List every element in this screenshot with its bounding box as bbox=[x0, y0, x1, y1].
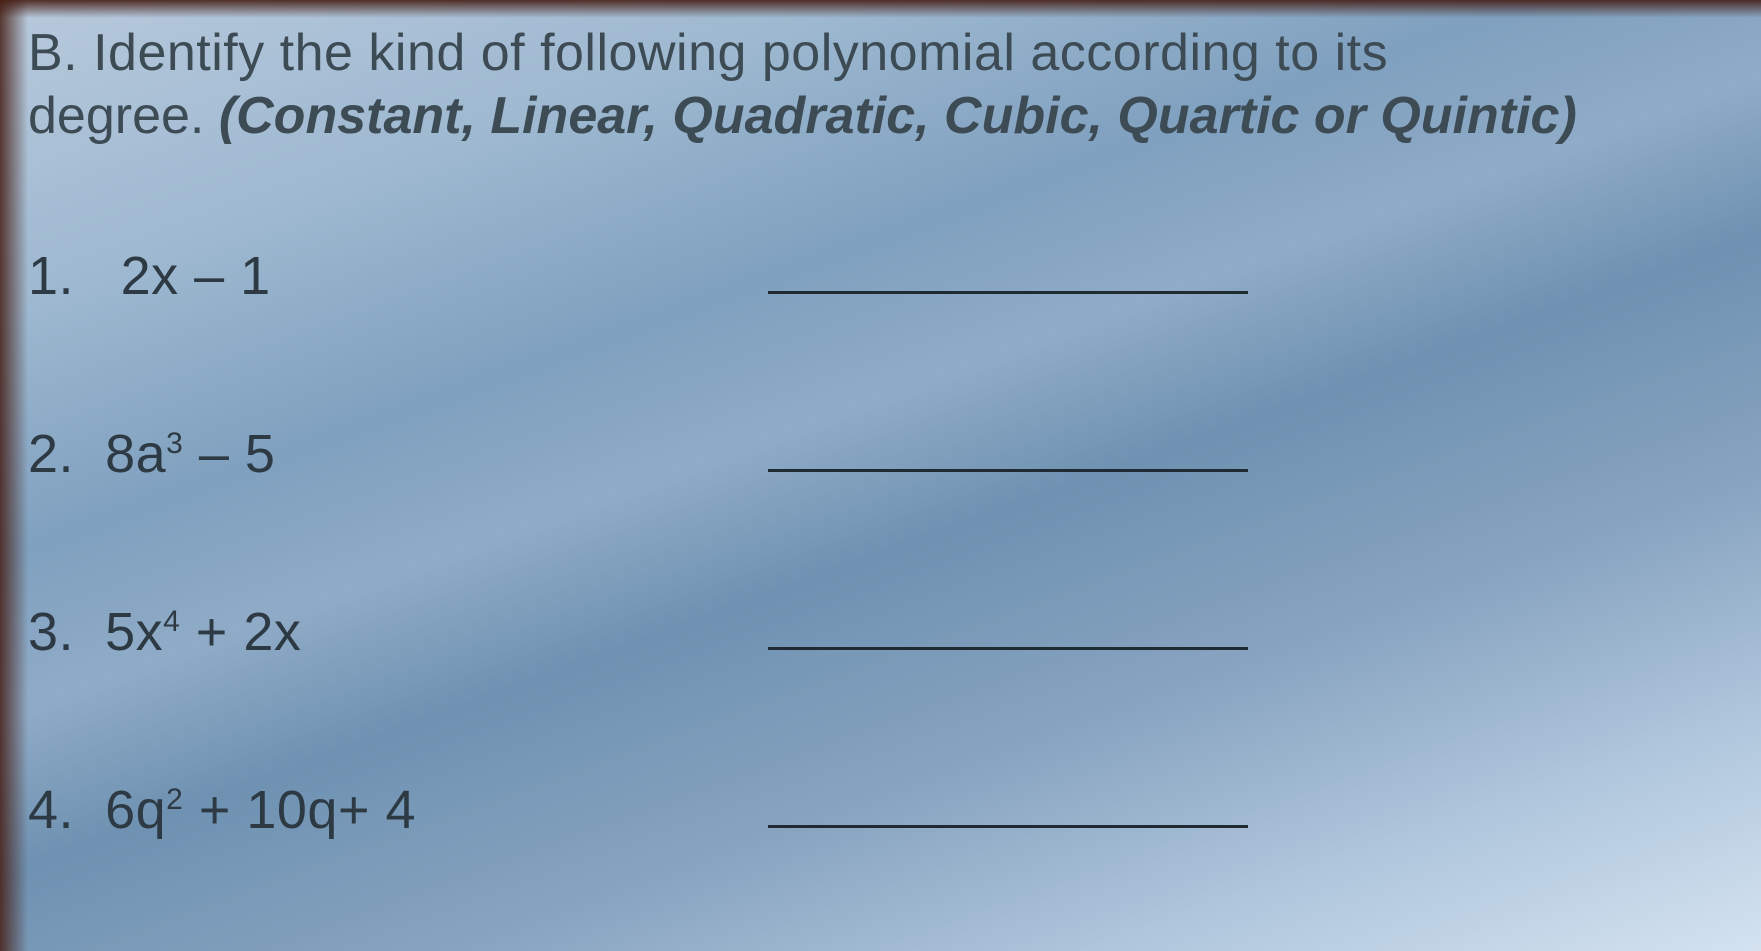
problem-expression: 4. 6q2 + 10q+ 4 bbox=[28, 779, 768, 841]
expr-pre: 2x – 1 bbox=[121, 246, 271, 306]
problem-row: 4. 6q2 + 10q+ 4 bbox=[28, 773, 1741, 841]
instruction-line-1: B. Identify the kind of following polyno… bbox=[28, 22, 1741, 85]
expr-pre: 8a bbox=[105, 424, 166, 484]
expr-post: – 5 bbox=[183, 424, 275, 484]
problem-expression: 3. 5x4 + 2x bbox=[28, 601, 768, 663]
instruction-line-2-emph: (Constant, Linear, Quadratic, Cubic, Qua… bbox=[219, 87, 1577, 145]
problem-number: 1. bbox=[28, 246, 74, 306]
expr-sup: 3 bbox=[166, 427, 183, 460]
answer-blank[interactable] bbox=[768, 239, 1248, 294]
expr-pre: 6q bbox=[105, 780, 166, 840]
expr-post: + 2x bbox=[180, 602, 301, 662]
problem-number: 3. bbox=[28, 602, 74, 662]
problem-number: 2. bbox=[28, 424, 74, 484]
answer-blank[interactable] bbox=[768, 595, 1248, 650]
problem-row: 3. 5x4 + 2x bbox=[28, 595, 1741, 663]
problem-row: 2. 8a3 – 5 bbox=[28, 417, 1741, 485]
problem-list: 1. 2x – 1 2. 8a3 – 5 3. 5x4 + 2x 4. 6q2 … bbox=[28, 239, 1741, 951]
expr-sup: 4 bbox=[163, 605, 180, 638]
instruction-line-2: degree. (Constant, Linear, Quadratic, Cu… bbox=[28, 85, 1741, 148]
worksheet-page: B. Identify the kind of following polyno… bbox=[0, 0, 1761, 951]
problem-row: 1. 2x – 1 bbox=[28, 239, 1741, 307]
expr-sup: 2 bbox=[166, 783, 183, 816]
instruction-line-2-plain: degree. bbox=[28, 87, 219, 145]
problem-number: 4. bbox=[28, 780, 74, 840]
instruction-heading: B. Identify the kind of following polyno… bbox=[28, 22, 1741, 149]
expr-post: + 10q+ 4 bbox=[183, 780, 416, 840]
problem-expression: 1. 2x – 1 bbox=[28, 245, 768, 307]
expr-pre: 5x bbox=[105, 602, 163, 662]
answer-blank[interactable] bbox=[768, 417, 1248, 472]
answer-blank[interactable] bbox=[768, 773, 1248, 828]
problem-expression: 2. 8a3 – 5 bbox=[28, 423, 768, 485]
